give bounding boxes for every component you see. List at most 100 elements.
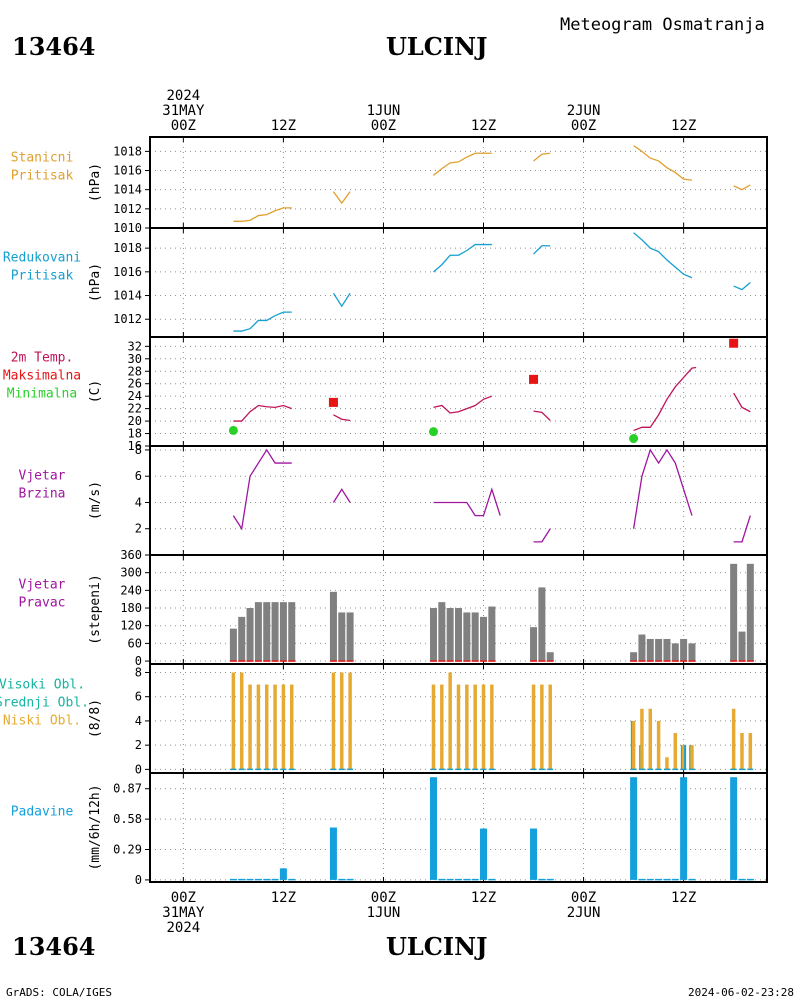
- cloud-bar: [490, 684, 494, 770]
- series-line-segment: [533, 528, 551, 543]
- bottom-time-label: 31MAY: [162, 905, 205, 921]
- direction-bar: [263, 602, 271, 662]
- y-axis-label: (m/s): [88, 481, 103, 520]
- panel-title-line: Brzina: [19, 487, 66, 502]
- y-axis-label: (mm/6h/12h): [88, 784, 103, 870]
- direction-bar: [738, 631, 746, 662]
- temp-line-segment: [633, 366, 697, 432]
- direction-bar: [746, 563, 754, 662]
- y-tick-label: 240: [120, 583, 142, 597]
- top-time-label: 12Z: [471, 118, 496, 134]
- cloud-bar: [740, 733, 744, 770]
- direction-bar: [438, 602, 446, 662]
- y-tick-label: 8: [135, 443, 142, 457]
- y-tick-label: 0: [135, 654, 142, 668]
- y-tick-label: 20: [128, 414, 142, 428]
- precip-bar: [480, 828, 488, 880]
- series-line-segment: [733, 515, 751, 543]
- panel-wind_direction: 0 60 120 180 240 300 360 (stepeni) Vjetar Pravac: [19, 548, 768, 668]
- panel-frame: [149, 772, 768, 883]
- temp-line-segment: [533, 410, 551, 421]
- series-line-segment: [233, 207, 292, 222]
- precip-bar: [663, 878, 671, 881]
- y-tick-label: 0: [135, 873, 142, 887]
- y-tick-label: 300: [120, 566, 142, 580]
- precip-bar: [346, 878, 354, 881]
- direction-bar: [271, 602, 279, 662]
- cloud-bar: [456, 684, 461, 770]
- y-tick-label: 6: [135, 690, 142, 704]
- panel-title-line: Vjetar: [19, 469, 66, 484]
- direction-bar: [279, 602, 287, 662]
- top-time-label: 1JUN: [367, 103, 401, 119]
- precip-bar: [455, 878, 462, 881]
- y-tick-label: 8: [135, 665, 142, 679]
- y-tick-label: 180: [120, 601, 142, 615]
- cloud-bar: [273, 684, 277, 770]
- cloud-bar: [440, 684, 444, 770]
- cloud-bar: [473, 684, 477, 770]
- precip-bar: [338, 878, 346, 881]
- cloud-bar: [531, 684, 536, 770]
- credit-text: GrADS: COLA/IGES: [6, 986, 112, 999]
- cloud-bar: [640, 708, 644, 770]
- y-tick-label: 1014: [113, 289, 142, 303]
- panel-title-line: Maksimalna: [3, 369, 81, 384]
- direction-bar: [530, 627, 538, 662]
- cloud-bar: [231, 672, 236, 770]
- panel-group: 1010 1012 1014 1016 1018 (hPa) Stanicni Pritisa…: [0, 136, 768, 887]
- y-tick-label: 32: [128, 339, 142, 353]
- y-tick-label: 1014: [113, 183, 142, 197]
- cloud-bar: [448, 672, 452, 770]
- cloud-bar: [248, 684, 252, 770]
- top-time-label: 00Z: [371, 118, 396, 134]
- y-tick-label: 0: [135, 762, 142, 776]
- temp-line-segment: [733, 392, 751, 413]
- precip-bar: [538, 878, 546, 881]
- cloud-bar: [731, 708, 736, 770]
- temp-line-segment: [333, 414, 351, 422]
- panel-title-line: Minimalna: [7, 387, 77, 402]
- y-tick-label: 22: [128, 402, 142, 416]
- panel-title-line: Niski Obl.: [3, 714, 81, 729]
- y-tick-label: 24: [128, 389, 142, 403]
- series-line-segment: [332, 292, 351, 308]
- station-name-top: ULCINJ: [386, 32, 487, 61]
- y-tick-label: 1016: [113, 164, 142, 178]
- series-line-segment: [633, 232, 693, 279]
- series-line-segment: [733, 184, 751, 191]
- panel-wind_speed: 2 4 6 8 (m/s) Vjetar Brzina: [19, 443, 768, 556]
- y-tick-label: 0.29: [113, 843, 142, 857]
- series-line-segment: [632, 448, 693, 529]
- min-temp-marker: [629, 434, 639, 444]
- direction-bar: [288, 602, 296, 662]
- series-line-segment: [232, 448, 292, 531]
- precip-bar: [271, 878, 279, 881]
- y-tick-label: 2: [135, 522, 142, 536]
- cloud-bar: [331, 672, 336, 770]
- y-tick-label: 26: [128, 377, 142, 391]
- series-line-segment: [433, 243, 492, 273]
- precip-bar: [438, 878, 446, 881]
- precip-bar: [429, 777, 437, 880]
- cloud-bar: [289, 684, 294, 770]
- cloud-bar: [548, 684, 552, 770]
- min-temp-marker: [428, 427, 438, 437]
- cloud-bar: [684, 745, 687, 770]
- y-tick-label: 1010: [113, 221, 142, 235]
- panel-precipitation: 0 0.29 0.58 0.87 (mm/6h/12h) Padavine: [11, 772, 768, 887]
- direction-bar: [254, 602, 262, 662]
- precip-bar: [630, 777, 638, 880]
- direction-bar: [455, 608, 462, 662]
- bottom-time-label: 00Z: [371, 890, 396, 906]
- direction-bar: [329, 591, 337, 662]
- temp-line-segment: [433, 395, 493, 414]
- y-tick-label: 360: [120, 548, 142, 562]
- cloud-bar: [340, 672, 344, 770]
- panel-cloud_cover: 0 2 4 6 8 (8/8)Visoki Obl. Srednji Obl. Niski O…: [0, 663, 768, 776]
- bottom-time-label: 2JUN: [567, 905, 601, 921]
- top-time-label: 2JUN: [567, 103, 601, 119]
- max-temp-marker: [328, 397, 338, 407]
